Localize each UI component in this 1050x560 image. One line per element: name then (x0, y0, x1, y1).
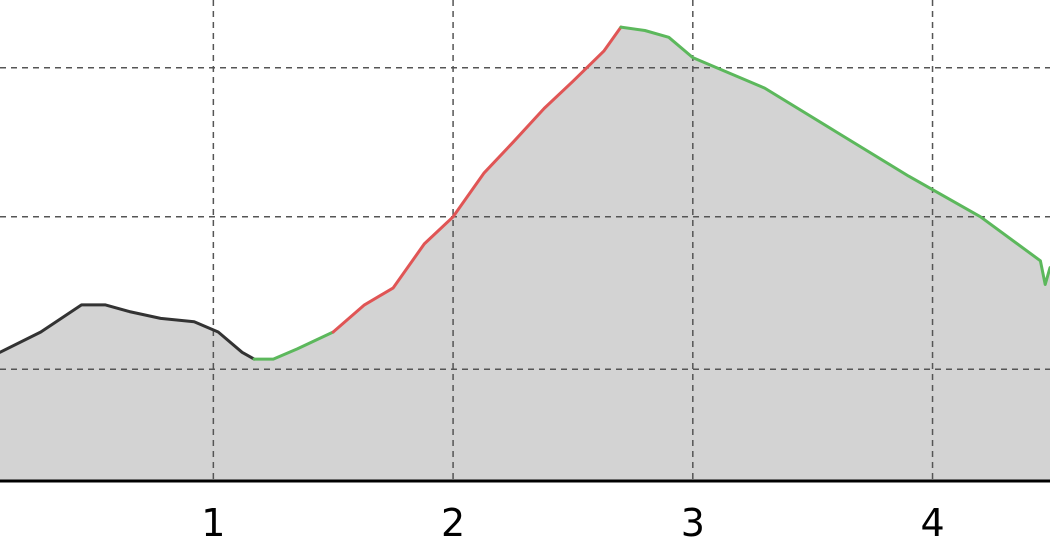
elevation-segment-3 (331, 25, 623, 334)
elevation-segment-1 (0, 303, 256, 361)
grid-layer (0, 0, 1050, 481)
elevation-segment-2 (252, 330, 335, 361)
x-tick-label-1: 1 (201, 501, 225, 545)
x-tick-label-4: 4 (920, 501, 944, 545)
elevation-area (0, 27, 1050, 481)
tick-label-layer: 1 2 3 4 (201, 501, 944, 545)
area-layer (0, 27, 1050, 481)
series-layer (0, 25, 1050, 361)
x-tick-label-3: 3 (681, 501, 705, 545)
x-tick-label-2: 2 (441, 501, 465, 545)
elevation-segment-4 (619, 25, 1050, 286)
